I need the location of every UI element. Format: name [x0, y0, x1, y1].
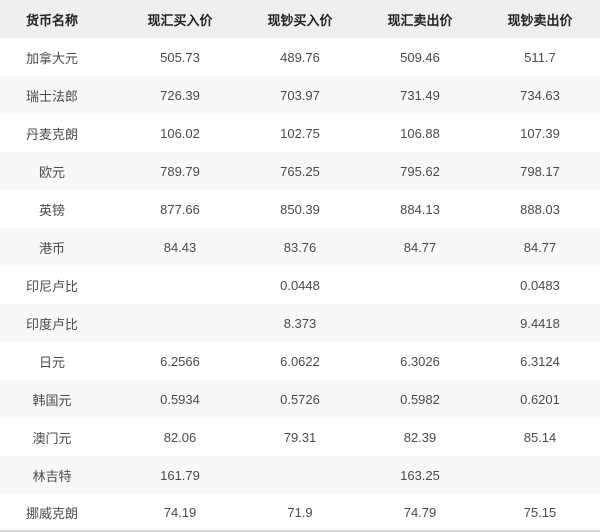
table-row: 印尼卢比 0.0448 0.0483: [0, 266, 600, 304]
col-header-forex-sell: 现汇卖出价: [360, 0, 480, 38]
rate-value-cell: 163.25: [360, 456, 480, 494]
rate-value-cell: 798.17: [480, 152, 600, 190]
rate-value-cell: [360, 304, 480, 342]
rate-value-cell: 0.0483: [480, 266, 600, 304]
rate-value-cell: 84.77: [360, 228, 480, 266]
table-row: 韩国元 0.5934 0.5726 0.5982 0.6201: [0, 380, 600, 418]
col-header-cash-sell: 现钞卖出价: [480, 0, 600, 38]
currency-name-cell: 韩国元: [0, 380, 120, 418]
rate-value-cell: 509.46: [360, 38, 480, 76]
rate-value-cell: 0.5726: [240, 380, 360, 418]
rate-value-cell: 489.76: [240, 38, 360, 76]
rate-value-cell: [120, 304, 240, 342]
table-row: 挪威克朗 74.19 71.9 74.79 75.15: [0, 494, 600, 532]
rate-value-cell: 765.25: [240, 152, 360, 190]
rate-value-cell: 79.31: [240, 418, 360, 456]
rate-value-cell: 0.5934: [120, 380, 240, 418]
rate-value-cell: 734.63: [480, 76, 600, 114]
table-row: 日元 6.2566 6.0622 6.3026 6.3124: [0, 342, 600, 380]
rate-value-cell: 102.75: [240, 114, 360, 152]
table-row: 丹麦克朗 106.02 102.75 106.88 107.39: [0, 114, 600, 152]
rate-value-cell: [240, 456, 360, 494]
rate-value-cell: 6.0622: [240, 342, 360, 380]
table-row: 英镑 877.66 850.39 884.13 888.03: [0, 190, 600, 228]
rate-value-cell: [120, 266, 240, 304]
rate-value-cell: 789.79: [120, 152, 240, 190]
rate-value-cell: 84.77: [480, 228, 600, 266]
rate-value-cell: 6.3124: [480, 342, 600, 380]
rate-value-cell: 795.62: [360, 152, 480, 190]
table-row: 澳门元 82.06 79.31 82.39 85.14: [0, 418, 600, 456]
rate-value-cell: 74.19: [120, 494, 240, 532]
currency-name-cell: 日元: [0, 342, 120, 380]
rate-value-cell: 9.4418: [480, 304, 600, 342]
table-row: 瑞士法郎 726.39 703.97 731.49 734.63: [0, 76, 600, 114]
rate-value-cell: 161.79: [120, 456, 240, 494]
currency-name-cell: 瑞士法郎: [0, 76, 120, 114]
rate-value-cell: [360, 266, 480, 304]
col-header-forex-buy: 现汇买入价: [120, 0, 240, 38]
currency-name-cell: 林吉特: [0, 456, 120, 494]
table-row: 欧元 789.79 765.25 795.62 798.17: [0, 152, 600, 190]
currency-name-cell: 欧元: [0, 152, 120, 190]
rate-value-cell: 703.97: [240, 76, 360, 114]
rate-value-cell: 726.39: [120, 76, 240, 114]
rate-value-cell: 71.9: [240, 494, 360, 532]
rate-value-cell: 75.15: [480, 494, 600, 532]
currency-name-cell: 英镑: [0, 190, 120, 228]
currency-name-cell: 挪威克朗: [0, 494, 120, 532]
table-row: 印度卢比 8.373 9.4418: [0, 304, 600, 342]
rate-value-cell: 511.7: [480, 38, 600, 76]
table-header: 货币名称 现汇买入价 现钞买入价 现汇卖出价 现钞卖出价: [0, 0, 600, 38]
rate-value-cell: 884.13: [360, 190, 480, 228]
table-row: 加拿大元 505.73 489.76 509.46 511.7: [0, 38, 600, 76]
rate-value-cell: 0.5982: [360, 380, 480, 418]
rate-value-cell: 0.6201: [480, 380, 600, 418]
rate-value-cell: 505.73: [120, 38, 240, 76]
rate-value-cell: 82.39: [360, 418, 480, 456]
table-row: 林吉特 161.79 163.25: [0, 456, 600, 494]
currency-name-cell: 港币: [0, 228, 120, 266]
rate-value-cell: 82.06: [120, 418, 240, 456]
currency-name-cell: 澳门元: [0, 418, 120, 456]
rate-value-cell: 106.88: [360, 114, 480, 152]
rate-value-cell: 83.76: [240, 228, 360, 266]
rate-value-cell: 74.79: [360, 494, 480, 532]
currency-name-cell: 印度卢比: [0, 304, 120, 342]
currency-name-cell: 加拿大元: [0, 38, 120, 76]
rate-value-cell: 877.66: [120, 190, 240, 228]
col-header-currency-name: 货币名称: [0, 0, 120, 38]
table-body: 加拿大元 505.73 489.76 509.46 511.7 瑞士法郎 726.39 703…: [0, 38, 600, 532]
rate-value-cell: 6.3026: [360, 342, 480, 380]
col-header-cash-buy: 现钞买入价: [240, 0, 360, 38]
rate-value-cell: 0.0448: [240, 266, 360, 304]
rate-value-cell: [480, 456, 600, 494]
rate-value-cell: 106.02: [120, 114, 240, 152]
currency-name-cell: 印尼卢比: [0, 266, 120, 304]
currency-name-cell: 丹麦克朗: [0, 114, 120, 152]
rate-value-cell: 850.39: [240, 190, 360, 228]
rate-value-cell: 888.03: [480, 190, 600, 228]
rate-value-cell: 107.39: [480, 114, 600, 152]
rate-value-cell: 731.49: [360, 76, 480, 114]
rate-value-cell: 84.43: [120, 228, 240, 266]
rate-value-cell: 6.2566: [120, 342, 240, 380]
rate-value-cell: 8.373: [240, 304, 360, 342]
table-row: 港币 84.43 83.76 84.77 84.77: [0, 228, 600, 266]
header-row: 货币名称 现汇买入价 现钞买入价 现汇卖出价 现钞卖出价: [0, 0, 600, 38]
rate-value-cell: 85.14: [480, 418, 600, 456]
